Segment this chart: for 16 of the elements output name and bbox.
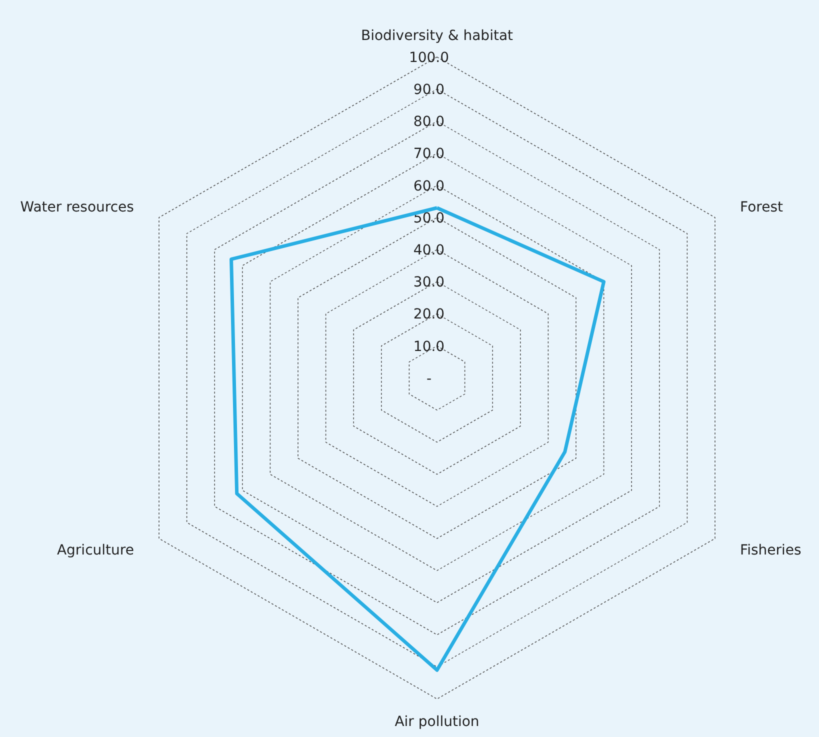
y-tick-label: 60.0 (413, 178, 445, 194)
spoke-label: Fisheries (740, 542, 802, 558)
y-tick-label: 40.0 (413, 242, 445, 258)
y-tick-label: 90.0 (413, 82, 445, 98)
y-tick-label: - (426, 370, 432, 387)
y-tick-label: 100.0 (408, 50, 450, 66)
spoke-label: Air pollution (394, 714, 480, 730)
spoke-label: Forest (740, 199, 784, 216)
spoke-label: Biodiversity & habitat (360, 28, 514, 44)
y-tick-label: 80.0 (413, 114, 445, 130)
spoke-label: Water resources (20, 199, 134, 216)
y-tick-label: 70.0 (413, 146, 445, 162)
spoke-label: Agriculture (56, 542, 134, 558)
y-tick-label: 10.0 (413, 338, 445, 355)
y-tick-label: 20.0 (413, 306, 445, 323)
y-tick-label: 30.0 (413, 274, 445, 291)
